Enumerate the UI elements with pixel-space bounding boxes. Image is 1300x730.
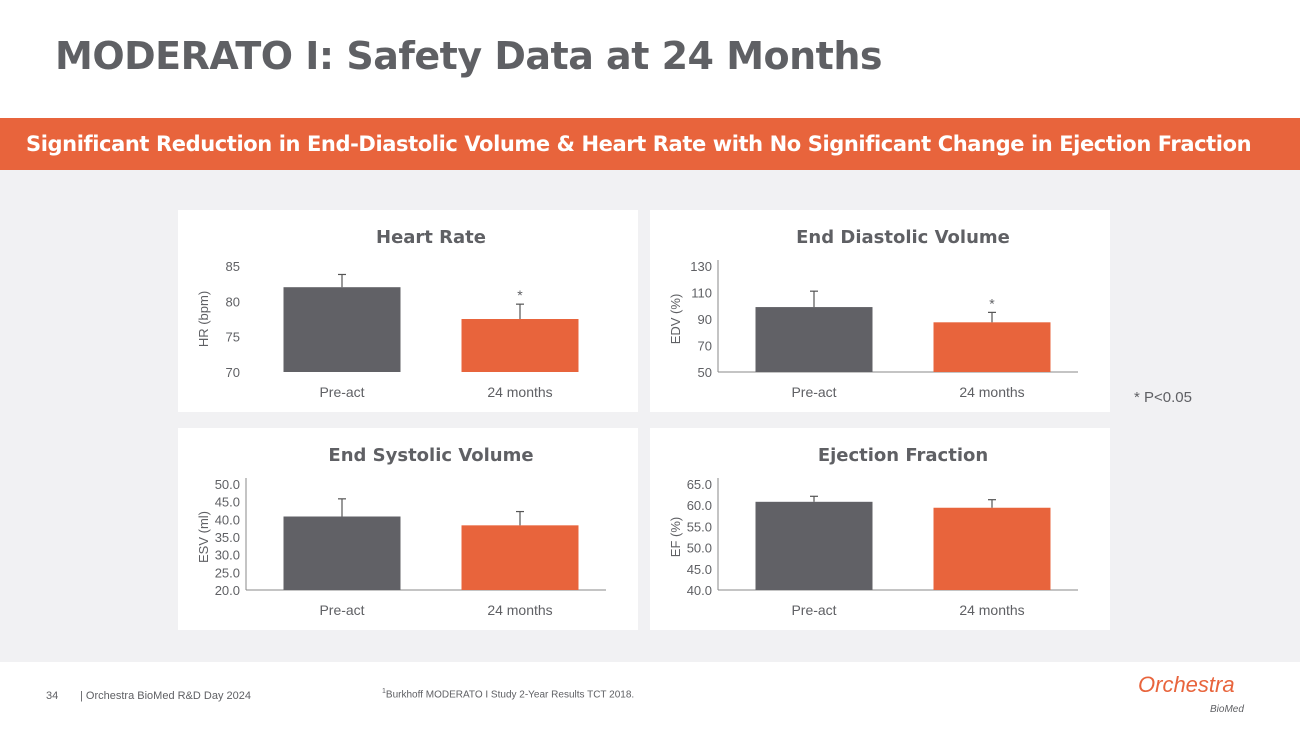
logo-subtext: BioMed: [1210, 704, 1244, 715]
y-tick-label: 55.0: [687, 519, 712, 534]
x-tick-label: Pre-act: [319, 384, 364, 400]
bar-24-months: [933, 322, 1051, 372]
y-tick-label: 20.0: [215, 583, 240, 598]
chart-title: Ejection Fraction: [818, 445, 988, 466]
chart-ejection-fraction: Ejection Fraction EF (%) 40.0 45.0 50.0 55.0 6…: [650, 428, 1110, 630]
y-tick-label: 50.0: [687, 541, 712, 556]
y-tick-label: 65.0: [687, 477, 712, 492]
chart-end-diastolic-volume: End Diastolic Volume EDV (%) 50 70 90 110 130 P…: [650, 210, 1110, 412]
bar-pre-act: [283, 287, 401, 372]
y-tick-label: 70: [698, 339, 712, 354]
y-tick-label: 75: [226, 330, 240, 345]
y-tick-label: 25.0: [215, 565, 240, 580]
x-tick-label: Pre-act: [319, 602, 364, 618]
x-tick-label: 24 months: [959, 384, 1024, 400]
headline-banner: Significant Reduction in End-Diastolic V…: [0, 118, 1300, 212]
chart-title: Heart Rate: [376, 227, 486, 248]
chart-svg: End Systolic Volume ESV (ml) 20.0 25.0 30.0 3…: [196, 445, 606, 618]
chart-svg: Ejection Fraction EF (%) 40.0 45.0 50.0 55.0 6…: [668, 445, 1078, 618]
y-tick-label: 130: [690, 259, 712, 274]
bar-pre-act: [755, 501, 873, 590]
footnote-sup: 1: [382, 688, 386, 695]
y-axis-label: HR (bpm): [196, 291, 211, 347]
y-tick-label: 90: [698, 312, 712, 327]
y-axis-label: EF (%): [668, 517, 683, 557]
x-tick-label: 24 months: [959, 602, 1024, 618]
y-tick-label: 50.0: [215, 477, 240, 492]
chart-svg: End Diastolic Volume EDV (%) 50 70 90 110 130 P…: [668, 227, 1078, 400]
chart-title: End Systolic Volume: [328, 445, 533, 466]
y-tick-label: 30.0: [215, 548, 240, 563]
x-tick-label: Pre-act: [791, 602, 836, 618]
significance-marker: *: [989, 295, 995, 311]
y-axis-label: EDV (%): [668, 294, 683, 345]
page-number: 34: [46, 690, 59, 702]
chart-end-systolic-volume: End Systolic Volume ESV (ml) 20.0 25.0 30.0 3…: [178, 428, 638, 630]
y-tick-label: 40.0: [687, 583, 712, 598]
y-tick-label: 35.0: [215, 530, 240, 545]
bar-24-months: [461, 525, 579, 590]
footnote-text: Burkhoff MODERATO I Study 2-Year Results…: [385, 689, 635, 701]
bar-24-months: [933, 507, 1051, 590]
significance-note: * P<0.05: [1134, 389, 1192, 406]
y-tick-label: 80: [226, 294, 240, 309]
footnote: 1Burkhoff MODERATO I Study 2-Year Result…: [382, 688, 634, 700]
x-tick-label: 24 months: [487, 602, 552, 618]
bar-pre-act: [755, 307, 873, 372]
y-tick-label: 50: [698, 365, 712, 380]
x-tick-label: Pre-act: [791, 384, 836, 400]
bar-pre-act: [283, 516, 401, 590]
chart-svg: Heart Rate HR (bpm) 70 75 80 85 Pre-act * 24 mon…: [196, 227, 579, 400]
y-tick-label: 45.0: [687, 562, 712, 577]
logo-text: Orchestra: [1138, 672, 1235, 697]
y-tick-label: 85: [226, 259, 240, 274]
chart-title: End Diastolic Volume: [796, 227, 1010, 248]
y-tick-label: 60.0: [687, 498, 712, 513]
orchestra-biomed-logo: Orchestra BioMed: [1138, 672, 1244, 715]
y-tick-label: 40.0: [215, 512, 240, 527]
footer-text: | Orchestra BioMed R&D Day 2024: [80, 690, 251, 702]
bar-24-months: [461, 319, 579, 372]
slide-title: MODERATO I: Safety Data at 24 Months: [55, 34, 883, 78]
y-tick-label: 110: [691, 286, 712, 301]
x-tick-label: 24 months: [487, 384, 552, 400]
y-axis-label: ESV (ml): [196, 511, 211, 563]
significance-marker: *: [517, 287, 523, 303]
y-tick-label: 45.0: [215, 495, 240, 510]
chart-heart-rate: Heart Rate HR (bpm) 70 75 80 85 Pre-act * 24 mon…: [178, 210, 638, 412]
y-tick-label: 70: [226, 365, 240, 380]
